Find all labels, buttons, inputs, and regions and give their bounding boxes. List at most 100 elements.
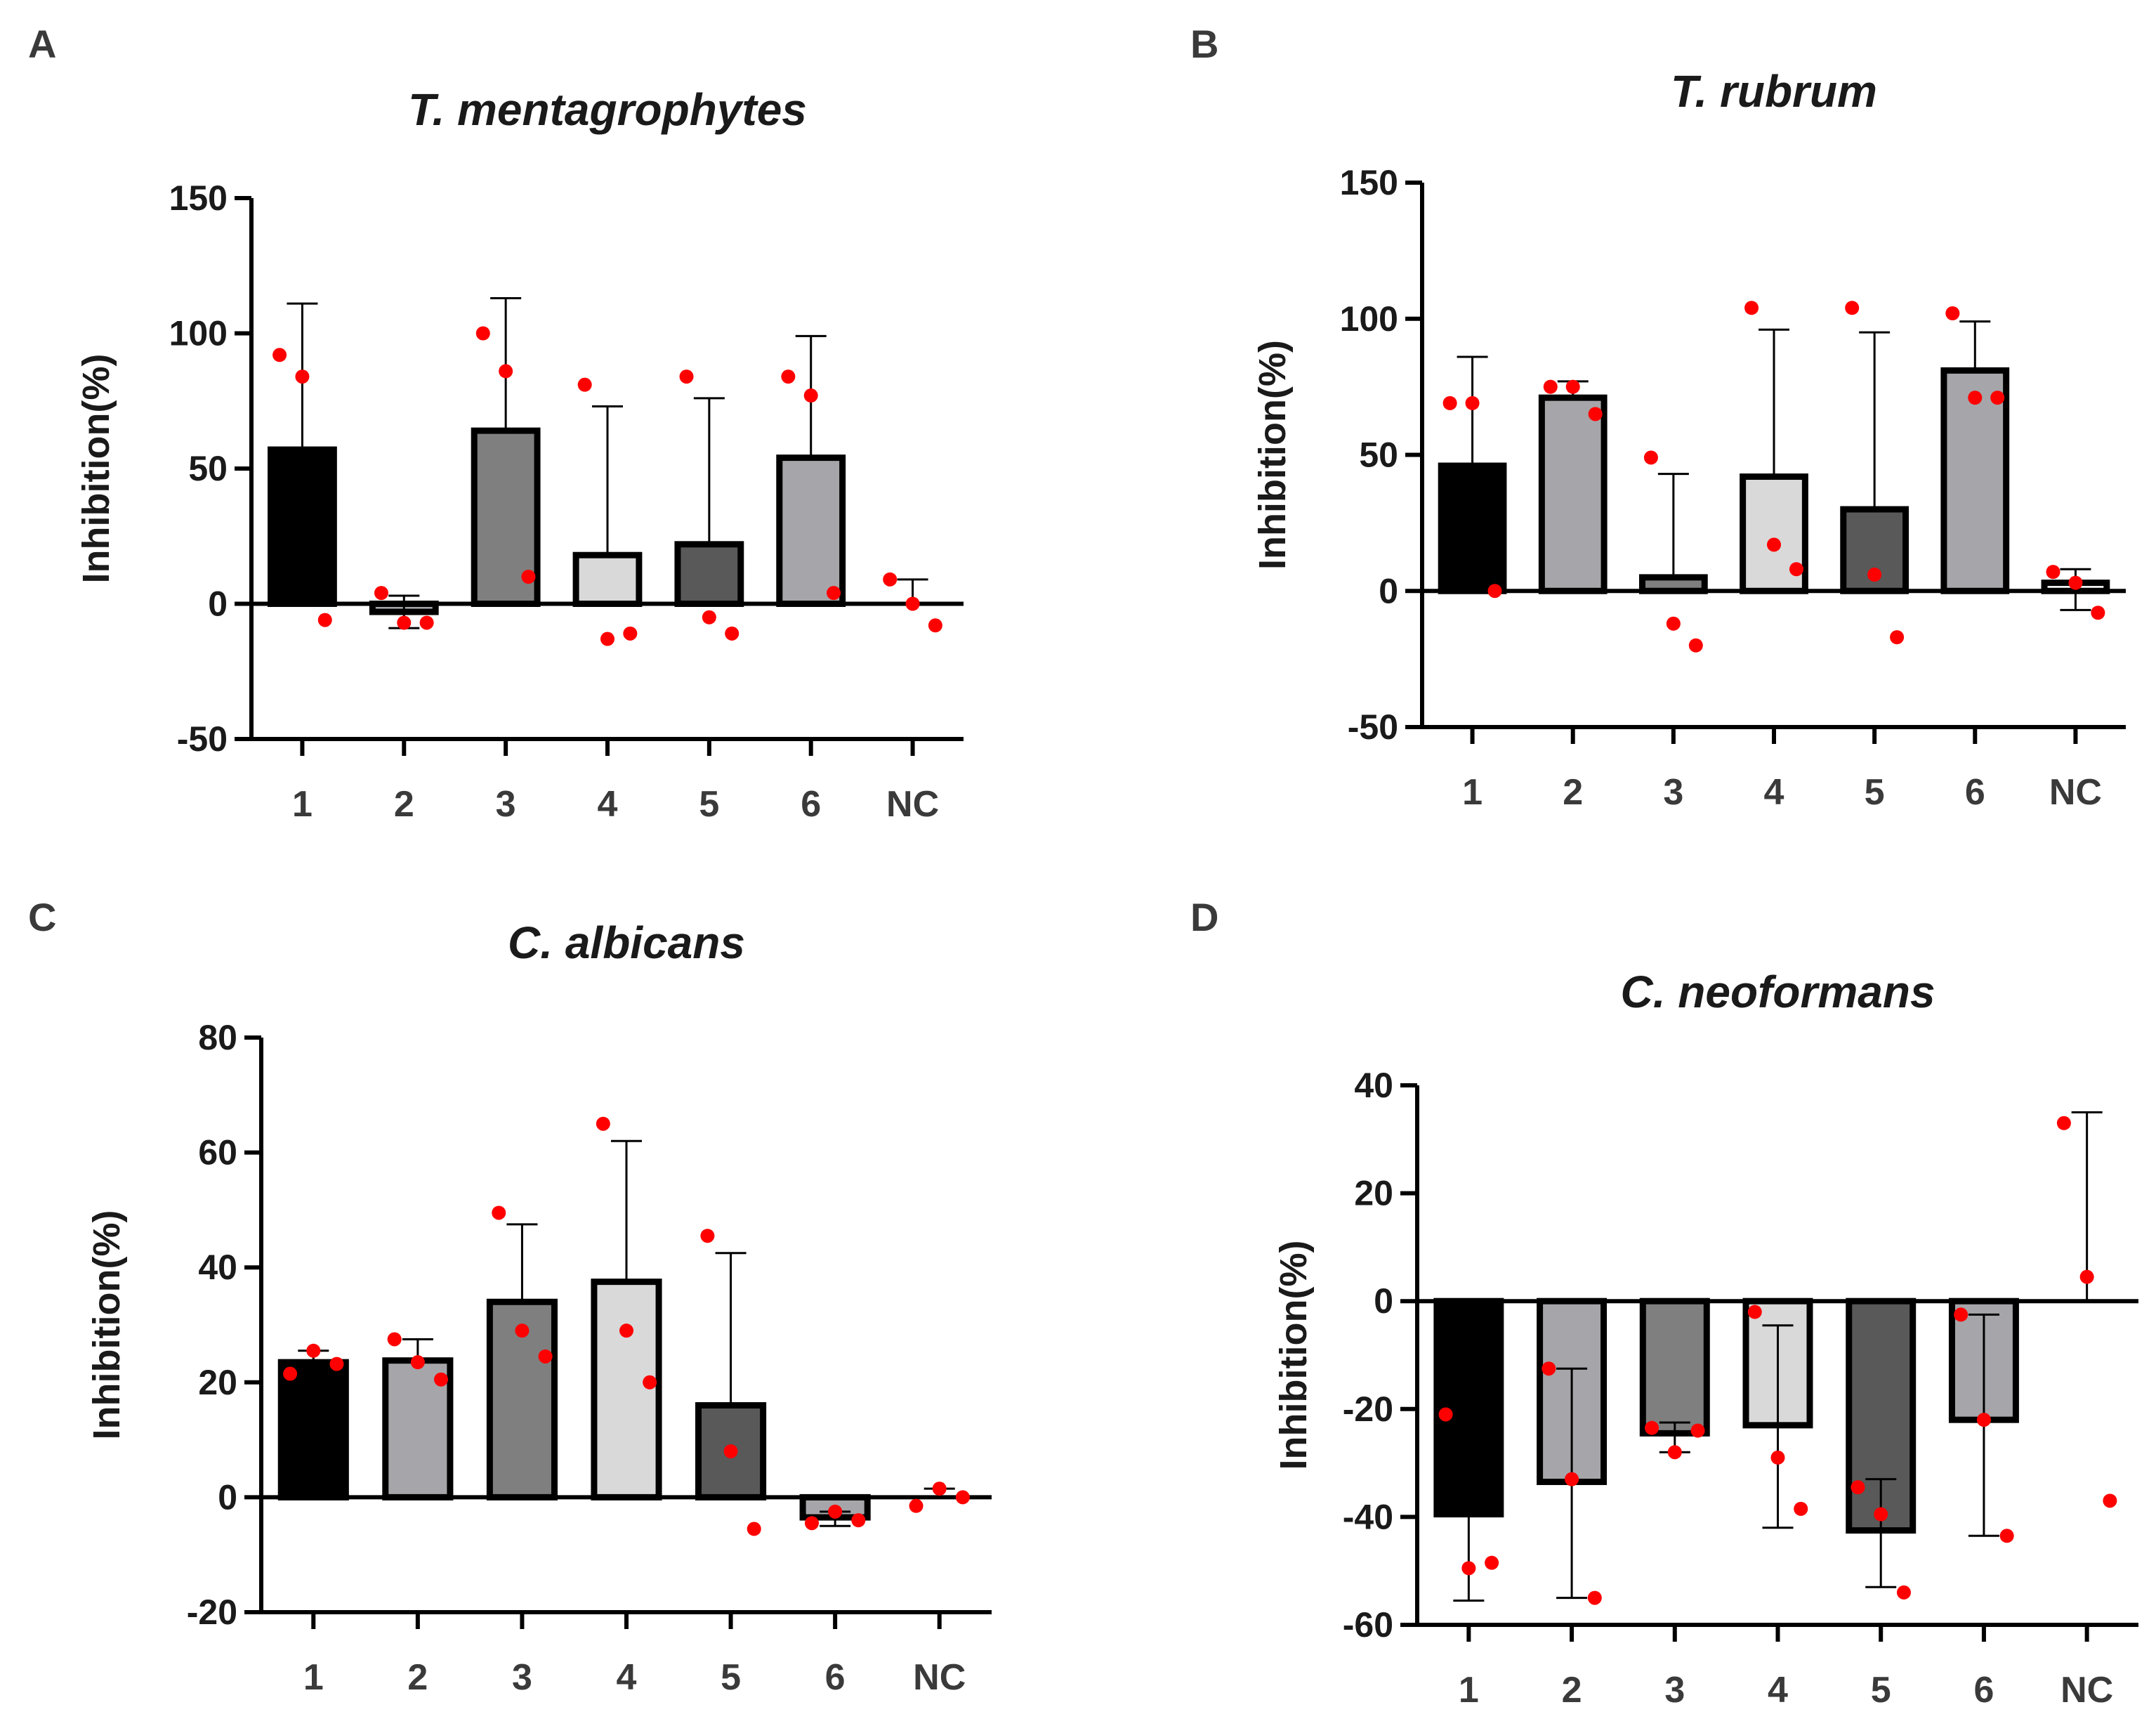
data-point xyxy=(1688,638,1703,653)
y-axis-title: Inhibition(%) xyxy=(86,1210,128,1440)
x-tick-label: 4 xyxy=(1768,1670,1788,1711)
data-point xyxy=(1896,1585,1911,1600)
data-point xyxy=(723,1444,738,1458)
data-point xyxy=(1744,301,1759,315)
data-point xyxy=(1867,568,1882,582)
data-point xyxy=(1565,379,1580,394)
data-point xyxy=(623,626,638,641)
data-point xyxy=(804,1516,819,1531)
y-tick-label: 0 xyxy=(1374,1281,1393,1321)
data-point xyxy=(928,618,942,633)
data-point xyxy=(387,1332,402,1347)
y-tick-label: -40 xyxy=(1343,1497,1393,1536)
data-point xyxy=(492,1205,506,1220)
data-point xyxy=(1565,1472,1579,1486)
bar-6 xyxy=(1940,367,2010,594)
data-point xyxy=(410,1355,425,1370)
data-point xyxy=(272,348,287,362)
y-tick-label: 150 xyxy=(169,178,228,218)
data-point xyxy=(781,370,796,384)
y-tick-label: 100 xyxy=(169,314,228,353)
x-tick-label: NC xyxy=(2049,772,2102,813)
data-point xyxy=(1485,1555,1499,1570)
data-point xyxy=(1442,395,1457,410)
data-point xyxy=(1845,301,1860,315)
data-point xyxy=(828,1504,843,1519)
chart-panel-b: B T. rubrum Inhibition(%) -50 0 50 100 150 1 2 3 4 5… xyxy=(1190,22,2126,813)
y-axis-title: Inhibition(%) xyxy=(75,354,117,584)
data-point xyxy=(1690,1423,1705,1438)
data-point xyxy=(747,1522,761,1536)
data-point xyxy=(1543,379,1558,394)
x-tick-label: 2 xyxy=(1563,772,1583,813)
data-point xyxy=(1667,1445,1682,1460)
x-tick-label: 3 xyxy=(1663,772,1683,813)
data-point xyxy=(1789,562,1803,577)
x-tick-label: 4 xyxy=(617,1657,637,1698)
data-point xyxy=(619,1323,633,1338)
y-tick-label: 150 xyxy=(1340,163,1398,202)
bar-4 xyxy=(591,1279,662,1501)
y-axis-title: Inhibition(%) xyxy=(1273,1241,1315,1470)
data-point xyxy=(1890,630,1905,645)
y-tick-label: 100 xyxy=(1340,299,1398,339)
bar-1 xyxy=(277,1359,349,1501)
x-tick-label: NC xyxy=(2060,1670,2113,1711)
x-tick-label: 1 xyxy=(1462,772,1483,813)
data-point xyxy=(419,615,434,630)
data-point xyxy=(1851,1480,1865,1495)
data-point xyxy=(538,1349,553,1364)
y-tick-label: -20 xyxy=(1343,1390,1393,1429)
data-point xyxy=(1767,537,1781,552)
bar-2 xyxy=(1538,394,1608,594)
data-point xyxy=(702,610,716,625)
y-tick-label: -60 xyxy=(1343,1605,1393,1645)
y-tick-label: -50 xyxy=(177,719,228,759)
x-tick-label: 5 xyxy=(1865,772,1885,813)
x-tick-label: 3 xyxy=(496,784,516,825)
data-point xyxy=(851,1513,866,1528)
data-point xyxy=(1542,1361,1556,1376)
x-tick-label: 5 xyxy=(721,1657,741,1698)
data-point xyxy=(909,1498,923,1513)
x-tick-label: NC xyxy=(886,784,939,825)
data-point xyxy=(1794,1501,1808,1516)
data-point xyxy=(883,572,898,587)
data-point xyxy=(596,1116,610,1131)
bar-1 xyxy=(1438,462,1507,594)
data-point xyxy=(803,388,818,403)
data-point xyxy=(1945,306,1960,320)
chart-title: C. albicans xyxy=(508,917,745,968)
y-tick-label: 40 xyxy=(198,1248,237,1287)
x-tick-label: 4 xyxy=(598,784,618,825)
y-tick-label: 0 xyxy=(208,584,228,624)
data-point xyxy=(2046,565,2060,580)
data-point xyxy=(2056,1116,2071,1130)
y-axis-title: Inhibition(%) xyxy=(1251,340,1294,570)
data-point xyxy=(397,615,412,630)
data-point xyxy=(827,586,841,601)
chart-title: T. rubrum xyxy=(1671,66,1877,117)
data-point xyxy=(2103,1493,2117,1508)
y-tick-label: 20 xyxy=(198,1363,237,1402)
chart-panel-c: C C. albicans Inhibition(%) -20 0 20 40 60 80 1 2 3… xyxy=(28,895,992,1698)
data-point xyxy=(1438,1407,1453,1422)
y-tick-label: 0 xyxy=(218,1477,237,1517)
data-point xyxy=(475,326,490,341)
panel-letter: A xyxy=(28,22,56,66)
data-point xyxy=(1874,1507,1888,1522)
x-tick-label: 6 xyxy=(1973,1670,1994,1711)
bar-4 xyxy=(572,551,643,608)
y-tick-label: 50 xyxy=(1359,436,1398,475)
data-point xyxy=(700,1229,715,1243)
x-tick-label: 5 xyxy=(1871,1670,1891,1711)
data-point xyxy=(679,370,694,384)
data-point xyxy=(1954,1307,1968,1322)
x-tick-label: 2 xyxy=(1562,1670,1582,1711)
chart-title: T. mentagrophytes xyxy=(408,84,807,135)
data-point xyxy=(1645,1420,1659,1435)
data-point xyxy=(306,1343,321,1358)
x-tick-label: NC xyxy=(913,1657,966,1698)
data-point xyxy=(521,570,536,584)
